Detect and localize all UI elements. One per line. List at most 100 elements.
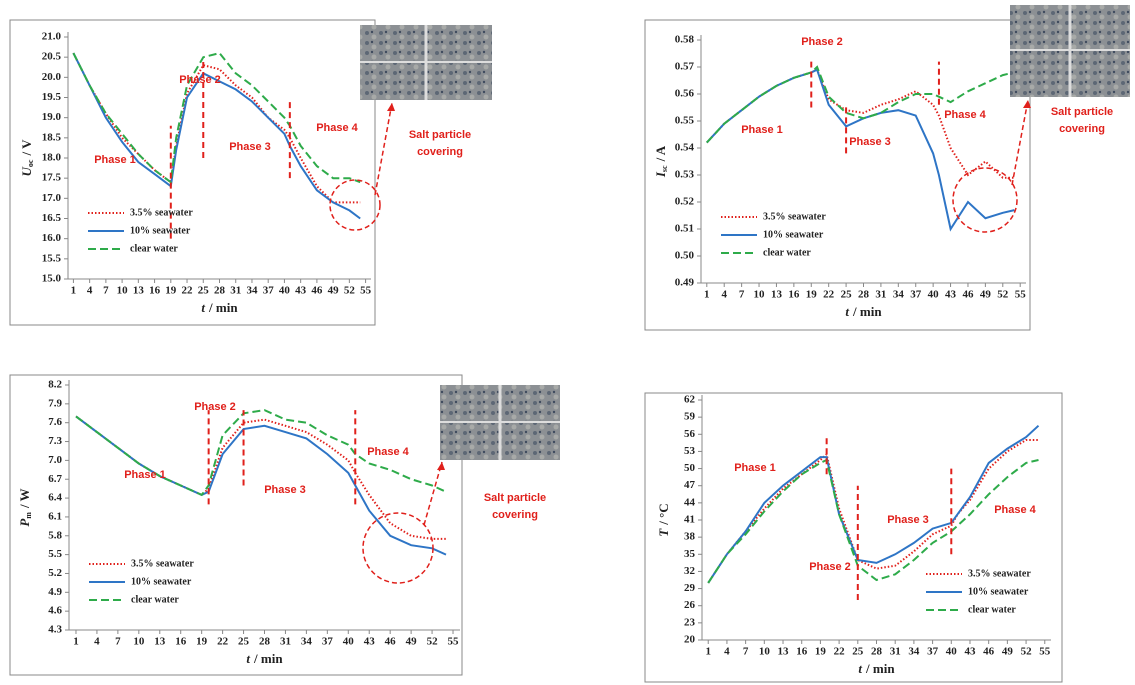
legend-label: clear water [968, 604, 1016, 615]
chart-frame [9, 374, 463, 676]
x-tick-label: 25 [238, 636, 250, 648]
y-axis-subscript: oc [26, 159, 35, 167]
pointer-head [387, 103, 395, 111]
series-line [706, 65, 1015, 144]
x-tick-label: 13 [154, 636, 166, 648]
x-tick-label: 43 [364, 636, 376, 648]
series-line [72, 52, 361, 220]
y-axis-symbol: T [656, 528, 671, 537]
phase-label: Phase 4 [367, 446, 409, 458]
series-line [706, 68, 1015, 179]
y-tick-label: 0.55 [675, 115, 695, 127]
x-tick-label: 10 [117, 285, 129, 297]
y-axis-unit: / W [17, 488, 32, 509]
phase-label: Phase 2 [194, 401, 236, 413]
series-line [72, 51, 361, 185]
y-tick-label: 0.52 [675, 196, 695, 208]
x-axis-title: t / min [845, 304, 882, 319]
x-tick-label: 7 [743, 646, 749, 658]
y-tick-label: 0.58 [675, 34, 695, 46]
y-tick-label: 18.5 [42, 131, 62, 143]
y-axis-symbol: P [17, 518, 32, 527]
x-tick-label: 40 [946, 646, 958, 658]
x-tick-label: 49 [406, 636, 418, 648]
y-tick-label: 20.5 [42, 51, 62, 63]
y-tick-label: 35 [684, 548, 696, 560]
x-tick-label: 52 [1021, 646, 1033, 658]
chart-frame [9, 19, 376, 326]
x-tick-label: 19 [806, 289, 818, 301]
photo-caption: covering [492, 509, 538, 521]
y-tick-label: 7.0 [48, 454, 62, 466]
x-tick-label: 52 [997, 289, 1009, 301]
y-tick-label: 16.0 [42, 232, 62, 244]
y-axis-symbol: U [19, 166, 34, 176]
x-tick-label: 31 [280, 636, 291, 648]
y-tick-label: 41 [684, 514, 695, 526]
y-axis-symbol: I [653, 171, 668, 178]
y-tick-label: 6.1 [48, 510, 62, 522]
y-tick-label: 6.7 [48, 473, 62, 485]
legend-label: 3.5% seawater [130, 207, 193, 218]
y-tick-label: 0.57 [675, 61, 695, 73]
y-tick-label: 6.4 [48, 492, 62, 504]
y-tick-label: 7.6 [48, 416, 62, 428]
x-axis-unit: / min [852, 304, 882, 319]
x-axis-symbol: t [201, 300, 205, 315]
y-tick-label: 23 [684, 616, 696, 628]
y-tick-label: 21.0 [42, 31, 62, 43]
x-tick-label: 40 [928, 289, 940, 301]
series-line [72, 52, 361, 204]
pointer-arrow [374, 102, 393, 196]
pointer-head [1023, 100, 1031, 108]
x-tick-label: 22 [182, 285, 194, 297]
x-tick-label: 19 [196, 636, 208, 648]
x-tick-label: 28 [858, 289, 870, 301]
x-tick-label: 40 [279, 285, 291, 297]
x-tick-label: 34 [246, 285, 258, 297]
x-tick-label: 16 [175, 636, 187, 648]
series-line [706, 68, 1015, 232]
y-tick-label: 4.9 [48, 586, 62, 598]
y-tick-label: 17.5 [42, 172, 62, 184]
x-tick-label: 31 [230, 285, 241, 297]
x-tick-label: 16 [149, 285, 161, 297]
photo-caption: covering [417, 146, 463, 158]
y-tick-label: 0.53 [675, 169, 695, 181]
x-tick-label: 46 [385, 636, 397, 648]
x-tick-label: 49 [1002, 646, 1014, 658]
y-tick-label: 7.3 [48, 435, 62, 447]
pointer-arrow [1011, 99, 1029, 186]
phase-label: Phase 4 [316, 122, 358, 134]
phase-label: Phase 2 [809, 561, 851, 573]
series-line [75, 415, 447, 556]
y-axis-title: T / °C [656, 503, 671, 536]
y-axis-unit: / A [653, 145, 668, 162]
x-tick-label: 22 [823, 289, 835, 301]
highlight-circle [362, 512, 434, 584]
y-tick-label: 0.54 [675, 142, 695, 154]
y-tick-label: 50 [684, 462, 696, 474]
x-tick-label: 43 [964, 646, 976, 658]
y-tick-label: 0.51 [675, 223, 694, 235]
phase-label: Phase 2 [179, 74, 221, 86]
y-tick-label: 20.0 [42, 71, 62, 83]
x-tick-label: 22 [834, 646, 846, 658]
x-tick-label: 25 [841, 289, 853, 301]
phase-label: Phase 3 [849, 136, 891, 148]
x-tick-label: 13 [778, 646, 790, 658]
y-axis-subscript: m [24, 512, 33, 519]
x-tick-label: 16 [796, 646, 808, 658]
x-tick-label: 55 [1015, 289, 1027, 301]
y-tick-label: 47 [684, 479, 696, 491]
pointer-arrow [423, 461, 443, 526]
y-axis-title: Isc / A [653, 145, 669, 178]
y-axis-title: Uoc / V [19, 139, 35, 177]
x-tick-label: 1 [705, 646, 711, 658]
x-axis-title: t / min [246, 651, 283, 666]
y-tick-label: 44 [684, 496, 696, 508]
phase-label: Phase 4 [994, 504, 1036, 516]
y-tick-label: 4.6 [48, 605, 62, 617]
